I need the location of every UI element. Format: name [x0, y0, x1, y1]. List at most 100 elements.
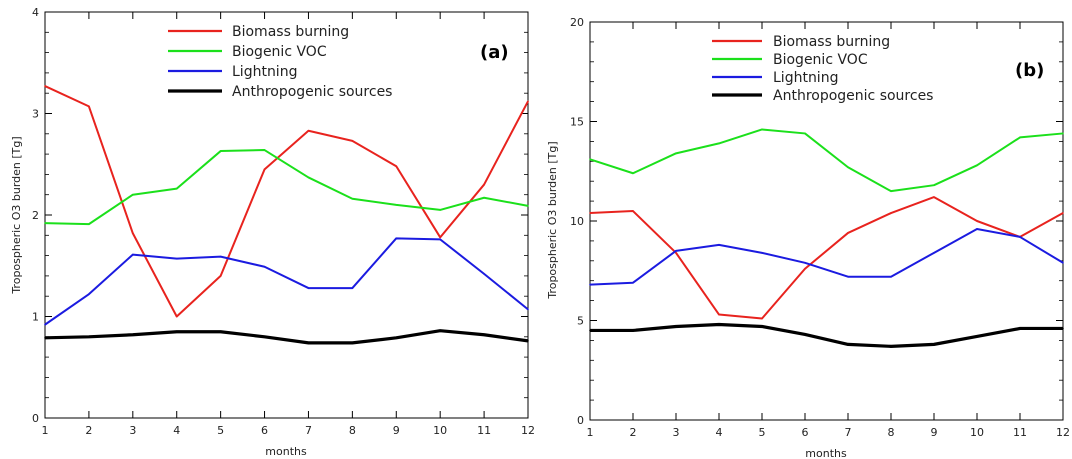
data-point-lightning-a	[527, 308, 529, 311]
x-tick-label-b: 1	[587, 426, 594, 439]
data-point-biogenic-voc-a	[439, 209, 441, 211]
x-tick-label-b: 11	[1013, 426, 1027, 439]
x-tick-label-a: 10	[433, 424, 447, 437]
x-tick-label-a: 8	[349, 424, 356, 437]
legend-label-a: Biomass burning	[232, 24, 349, 40]
x-tick-label-a: 12	[521, 424, 535, 437]
y-tick-label-b: 0	[577, 414, 584, 427]
x-tick-label-a: 6	[261, 424, 268, 437]
data-point-lightning-b	[718, 244, 720, 246]
x-tick-label-a: 2	[85, 424, 92, 437]
data-point-lightning-a	[88, 293, 90, 295]
legend-b: Biomass burning Biogenic VOC Lightning Anth…	[712, 34, 933, 104]
x-tick-label-a: 7	[305, 424, 312, 437]
data-point-lightning-b	[675, 250, 677, 252]
x-ticks-a: 1 2 3 4 5 6 7 8 9 10 11 12	[42, 12, 535, 437]
data-point-biomass-burning-a	[307, 129, 310, 132]
data-point-biogenic-voc-b	[761, 128, 763, 131]
x-tick-label-b: 7	[845, 426, 852, 439]
data-point-biogenic-voc-b	[976, 164, 978, 167]
data-point-biomass-burning-b	[589, 212, 591, 214]
data-point-anthropogenic-sources-b	[718, 323, 720, 326]
x-axis-title-b: months	[805, 447, 847, 459]
data-point-biomass-burning-a	[351, 140, 354, 142]
y-tick-label-a: 1	[32, 311, 39, 324]
data-point-biomass-burning-b	[761, 317, 763, 320]
series-line-lightning-a	[44, 237, 529, 326]
data-point-lightning-b	[933, 252, 935, 254]
series-line-lightning-b	[589, 227, 1064, 286]
series-lines-b	[589, 128, 1064, 348]
data-point-anthropogenic-sources-b	[1062, 327, 1064, 330]
data-point-anthropogenic-sources-a	[263, 336, 266, 338]
y-tick-label-b: 5	[577, 315, 584, 328]
data-point-anthropogenic-sources-a	[175, 330, 178, 333]
data-point-anthropogenic-sources-a	[395, 337, 398, 339]
data-point-biogenic-voc-a	[395, 204, 398, 206]
y-tick-label-a: 4	[32, 6, 39, 19]
data-point-anthropogenic-sources-a	[439, 329, 441, 332]
data-point-anthropogenic-sources-a	[307, 342, 310, 344]
data-point-biomass-burning-a	[132, 232, 134, 235]
y-ticks-a: 0 1 2 3 4	[32, 6, 528, 425]
data-point-biomass-burning-a	[219, 275, 222, 277]
series-line-biomass-burning-b	[589, 196, 1064, 320]
data-point-biomass-burning-b	[718, 313, 720, 316]
data-point-anthropogenic-sources-b	[890, 345, 892, 348]
data-point-lightning-a	[395, 237, 398, 240]
data-point-lightning-a	[483, 273, 485, 275]
data-point-anthropogenic-sources-b	[976, 335, 978, 338]
data-point-anthropogenic-sources-b	[804, 333, 806, 336]
legend-label-b: Biogenic VOC	[773, 52, 868, 68]
data-point-biomass-burning-a	[44, 85, 46, 87]
data-point-biomass-burning-b	[804, 267, 806, 270]
data-point-biomass-burning-b	[675, 252, 677, 254]
data-point-biogenic-voc-b	[933, 184, 935, 186]
data-point-lightning-a	[132, 253, 134, 256]
data-point-biomass-burning-b	[847, 232, 849, 234]
series-line-anthropogenic-sources-a	[44, 329, 529, 345]
data-point-biogenic-voc-b	[847, 166, 849, 169]
data-point-anthropogenic-sources-b	[632, 329, 634, 332]
data-point-biogenic-voc-a	[483, 196, 485, 199]
data-point-lightning-b	[589, 283, 591, 286]
y-tick-label-b: 15	[570, 116, 584, 129]
data-point-anthropogenic-sources-b	[933, 343, 935, 346]
data-point-anthropogenic-sources-b	[761, 325, 763, 328]
data-point-biogenic-voc-b	[804, 132, 806, 135]
x-ticks-b: 1 2 3 4 5 6 7 8 9 10 11 12	[587, 22, 1070, 439]
data-point-biogenic-voc-b	[632, 172, 634, 175]
data-point-biogenic-voc-b	[718, 142, 720, 145]
x-tick-label-a: 11	[477, 424, 491, 437]
data-point-anthropogenic-sources-a	[483, 333, 485, 336]
data-point-biogenic-voc-b	[1019, 136, 1021, 139]
legend-label-b: Biomass burning	[773, 34, 890, 50]
panel-label-b: (b)	[1015, 60, 1044, 81]
x-tick-label-b: 12	[1056, 426, 1070, 439]
data-point-anthropogenic-sources-a	[88, 336, 90, 338]
data-point-anthropogenic-sources-a	[527, 340, 529, 342]
data-point-biomass-burning-a	[263, 168, 266, 171]
legend-label-a: Lightning	[232, 64, 297, 80]
data-point-biogenic-voc-a	[175, 187, 178, 190]
data-point-lightning-b	[976, 228, 978, 230]
data-point-anthropogenic-sources-a	[351, 342, 354, 344]
data-point-biomass-burning-a	[175, 315, 178, 318]
data-point-lightning-a	[351, 287, 354, 289]
x-tick-label-b: 5	[759, 426, 766, 439]
data-point-biogenic-voc-b	[1062, 132, 1064, 135]
data-point-biomass-burning-a	[483, 183, 485, 186]
x-tick-label-b: 3	[673, 426, 680, 439]
panel-label-a: (a)	[480, 42, 509, 63]
data-point-biomass-burning-b	[1062, 212, 1064, 214]
data-point-anthropogenic-sources-b	[675, 325, 677, 328]
x-tick-label-a: 3	[129, 424, 136, 437]
data-point-lightning-a	[439, 238, 441, 241]
data-point-biomass-burning-b	[976, 220, 978, 222]
data-point-biogenic-voc-a	[307, 176, 310, 179]
data-point-biogenic-voc-b	[890, 190, 892, 192]
data-point-biogenic-voc-a	[132, 193, 134, 196]
